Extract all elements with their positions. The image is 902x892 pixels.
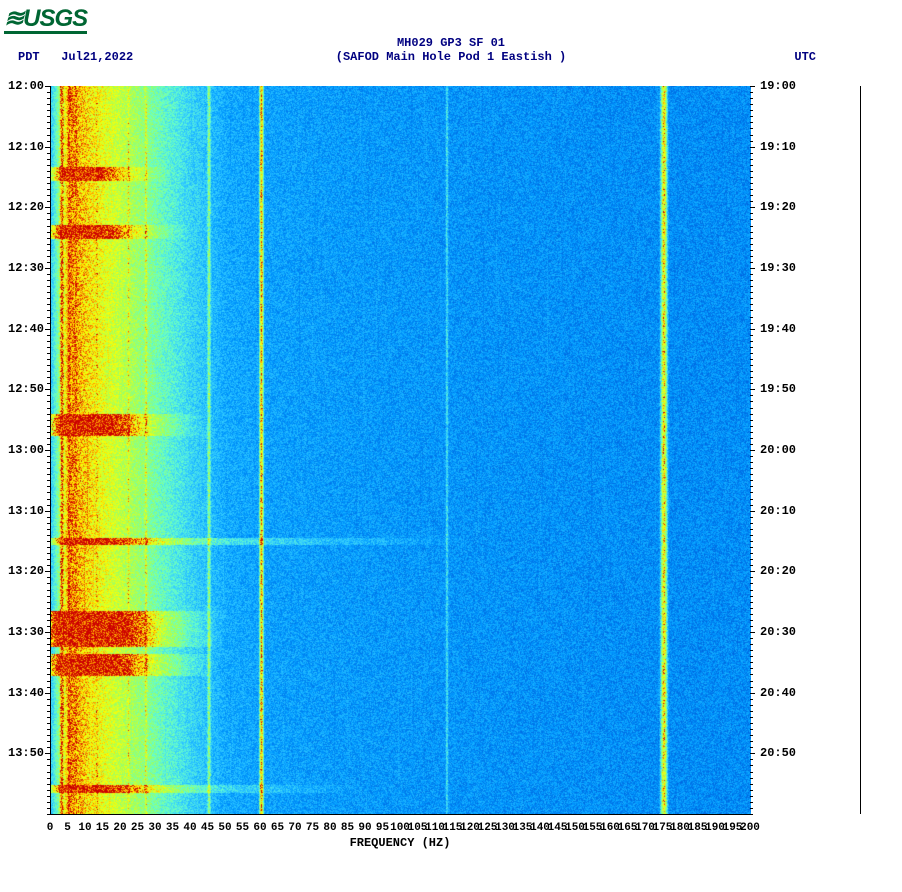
- y-left-tick-label: 13:30: [8, 626, 44, 638]
- x-tick-label: 25: [131, 822, 144, 834]
- x-tick-label: 200: [740, 822, 760, 834]
- title-line-1: MH029 GP3 SF 01: [0, 36, 902, 50]
- y-left-tick-label: 13:50: [8, 747, 44, 759]
- spectrogram-canvas: [51, 86, 751, 814]
- y-right-tick-label: 20:30: [760, 626, 796, 638]
- x-tick-label: 15: [96, 822, 109, 834]
- x-tick-label: 90: [358, 822, 371, 834]
- y-axis-right-labels: 19:0019:1019:2019:3019:4019:5020:0020:10…: [760, 86, 800, 814]
- x-tick-label: 5: [64, 822, 71, 834]
- y-right-tick-label: 20:10: [760, 505, 796, 517]
- y-left-tick-label: 12:50: [8, 383, 44, 395]
- x-axis-title: FREQUENCY (HZ): [50, 836, 750, 850]
- x-tick-label: 70: [288, 822, 301, 834]
- right-timezone: UTC: [794, 50, 816, 64]
- y-right-tick-label: 19:10: [760, 141, 796, 153]
- y-right-tick-label: 19:40: [760, 323, 796, 335]
- y-left-tick-label: 13:20: [8, 565, 44, 577]
- tz-left-label: PDT: [18, 50, 40, 64]
- date-label: Jul21,2022: [61, 50, 133, 64]
- y-axis-left-labels: 12:0012:1012:2012:3012:4012:5013:0013:10…: [8, 86, 48, 814]
- x-tick-label: 50: [218, 822, 231, 834]
- title-line-2: (SAFOD Main Hole Pod 1 Eastish ): [0, 50, 902, 64]
- left-timezone: PDT Jul21,2022: [18, 50, 133, 64]
- y-right-tick-label: 19:30: [760, 262, 796, 274]
- x-tick-label: 45: [201, 822, 214, 834]
- y-left-tick-label: 13:10: [8, 505, 44, 517]
- x-tick-label: 65: [271, 822, 284, 834]
- spectrogram-plot: [50, 86, 751, 815]
- x-tick-label: 10: [78, 822, 91, 834]
- y-right-tick-label: 19:50: [760, 383, 796, 395]
- y-right-tick-label: 20:00: [760, 444, 796, 456]
- y-left-tick-label: 12:30: [8, 262, 44, 274]
- right-reference-line: [860, 86, 861, 814]
- y-right-tick-label: 19:20: [760, 201, 796, 213]
- usgs-logo: ≋USGS: [4, 4, 87, 34]
- x-tick-label: 0: [47, 822, 54, 834]
- x-tick-label: 55: [236, 822, 249, 834]
- x-tick-label: 30: [148, 822, 161, 834]
- chart-title: MH029 GP3 SF 01 (SAFOD Main Hole Pod 1 E…: [0, 36, 902, 64]
- x-tick-label: 60: [253, 822, 266, 834]
- x-tick-label: 85: [341, 822, 354, 834]
- y-right-tick-label: 19:00: [760, 80, 796, 92]
- x-axis-labels: FREQUENCY (HZ) 0510152025303540455055606…: [50, 814, 750, 844]
- y-right-tick-label: 20:20: [760, 565, 796, 577]
- y-left-tick-label: 12:10: [8, 141, 44, 153]
- y-left-tick-label: 13:00: [8, 444, 44, 456]
- x-tick-label: 80: [323, 822, 336, 834]
- y-left-tick-label: 13:40: [8, 687, 44, 699]
- x-tick-label: 40: [183, 822, 196, 834]
- y-left-tick-label: 12:20: [8, 201, 44, 213]
- y-left-tick-label: 12:00: [8, 80, 44, 92]
- y-right-tick-label: 20:50: [760, 747, 796, 759]
- x-tick-label: 20: [113, 822, 126, 834]
- x-tick-label: 75: [306, 822, 319, 834]
- y-left-tick-label: 12:40: [8, 323, 44, 335]
- x-tick-label: 35: [166, 822, 179, 834]
- x-tick-label: 95: [376, 822, 389, 834]
- y-right-tick-label: 20:40: [760, 687, 796, 699]
